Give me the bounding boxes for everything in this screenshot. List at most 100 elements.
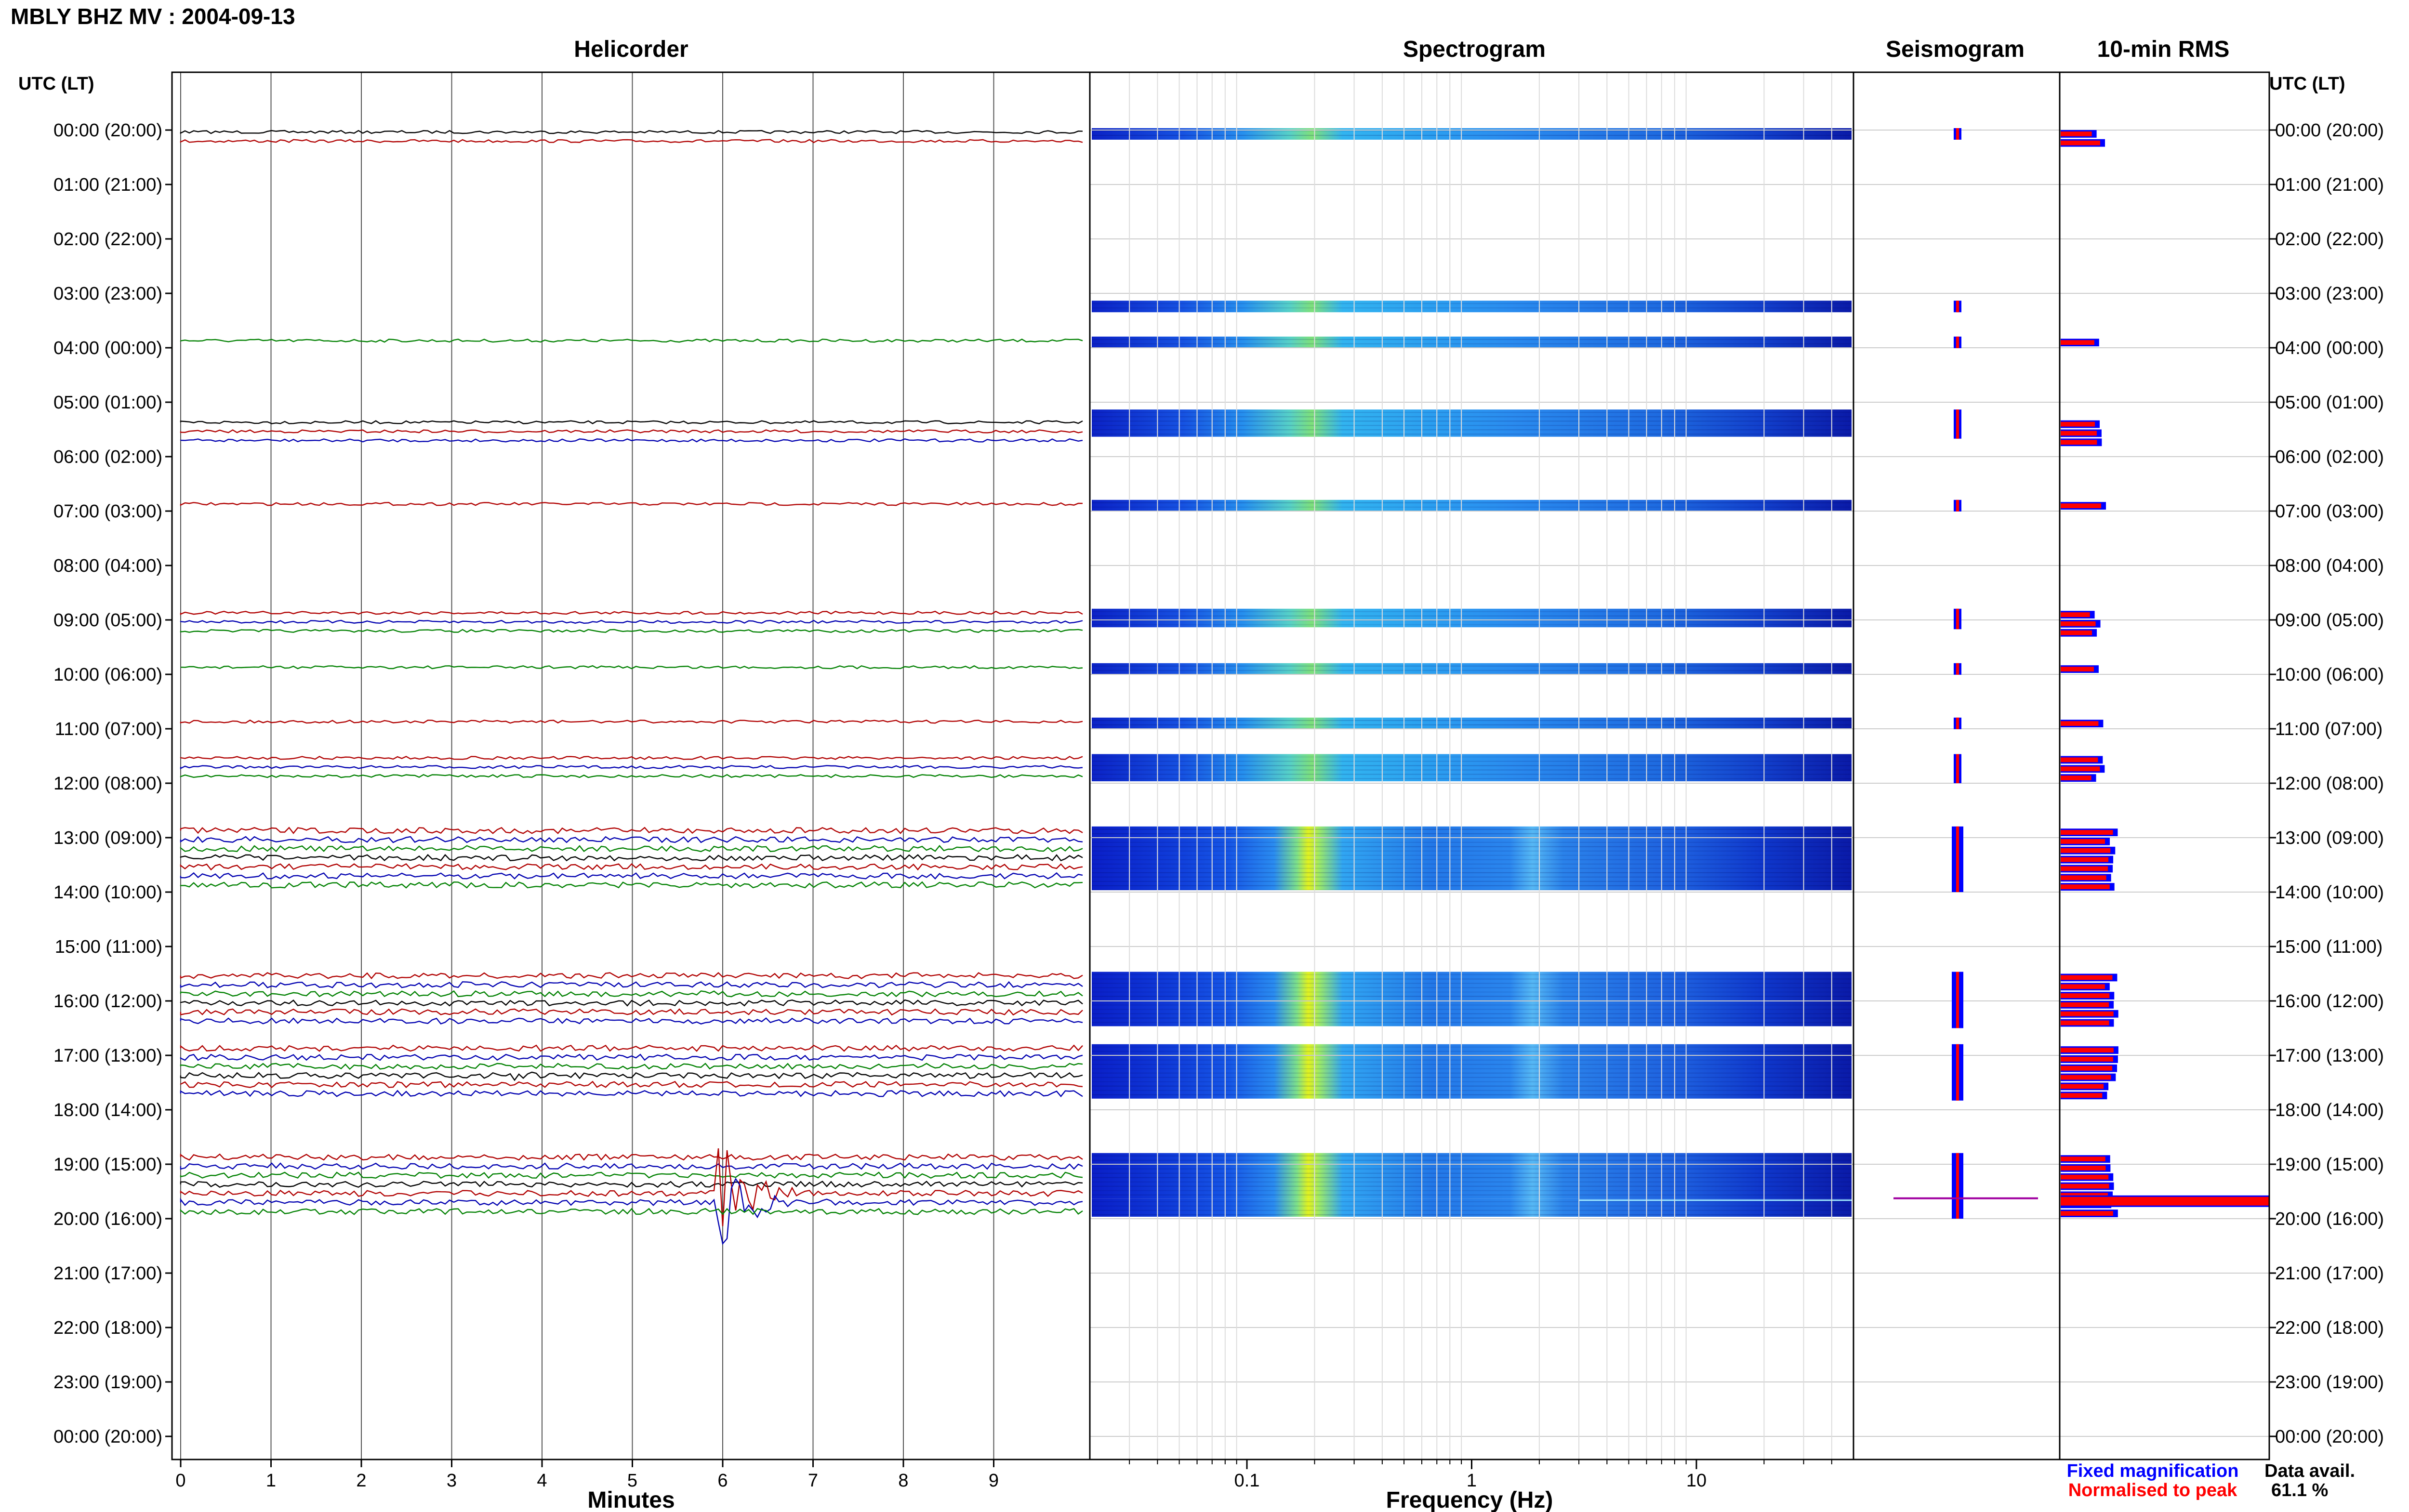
seismogram-normalised [1956,717,1959,729]
rms-bar-normalised [2061,830,2113,835]
helicorder-trace [180,999,1083,1007]
spectrogram-band [1092,1198,1852,1217]
hour-label-left: 11:00 (07:00) [55,719,162,739]
rms-spike-normalised [2061,1196,2269,1206]
helicorder-trace [180,619,1083,624]
rms-title: 10-min RMS [2097,37,2230,62]
hour-label-left: 12:00 (08:00) [53,774,162,794]
rms-bar-normalised [2061,1157,2105,1161]
rms-bar-normalised [2061,875,2106,881]
hour-label-left: 15:00 (11:00) [55,937,162,957]
hour-label-right: 00:00 (20:00) [2275,1427,2384,1447]
helicorder-traces [180,130,1083,1245]
minute-tick-label: 0 [175,1471,185,1491]
rms-bar-normalised [2061,431,2097,436]
minute-tick-label: 3 [447,1471,457,1491]
hour-label-right: 16:00 (12:00) [2275,991,2384,1012]
panel-grid [180,72,2269,1459]
seismogram-normalised [1956,1198,1959,1219]
helicorder-trace [180,1177,1083,1245]
hour-label-left: 08:00 (04:00) [53,556,162,576]
rms-bar-normalised [2061,503,2102,508]
hour-label-right: 15:00 (11:00) [2275,937,2383,957]
hour-label-right: 10:00 (06:00) [2275,665,2384,685]
seismogram-normalised [1956,336,1959,348]
helicorder-trace [180,881,1083,889]
data-avail-value: 61.1 % [2271,1480,2328,1500]
hour-label-right: 14:00 (10:00) [2275,882,2384,903]
seismogram-normalised [1956,128,1959,140]
spectrogram-xlabel: Frequency (Hz) [1386,1487,1553,1512]
spectrogram-band [1092,608,1852,628]
rms-bar-normalised [2061,993,2110,998]
seismogram-traces [1893,128,2038,1219]
seismogram-title: Seismogram [1886,37,2025,62]
hour-label-left: 01:00 (21:00) [53,175,162,195]
helicorder-trace [180,756,1083,760]
rms-bar-normalised [2061,1211,2113,1216]
legend-fixed-magnification: Fixed magnification [2067,1461,2239,1481]
helicorder-trace [180,990,1083,998]
hour-label-right: 20:00 (16:00) [2275,1209,2384,1229]
rms-bar-normalised [2061,340,2094,345]
hour-label-right: 01:00 (21:00) [2275,175,2384,195]
minute-tick-label: 2 [356,1471,366,1491]
seismogram-normalised [1956,972,1959,1028]
hour-label-left: 04:00 (00:00) [53,338,162,358]
spectrogram-bands [1092,128,1852,1217]
helicorder-trace [180,774,1083,778]
hour-label-right: 08:00 (04:00) [2275,556,2384,576]
helicorder-trace [180,1153,1083,1161]
spectrogram-band [1092,500,1852,512]
hour-label-left: 09:00 (05:00) [53,610,162,631]
rms-bar-normalised [2061,621,2096,626]
spectrogram-band [1092,336,1852,348]
hour-label-right: 13:00 (09:00) [2275,828,2384,848]
hour-label-left: 06:00 (02:00) [53,447,162,467]
hour-label-left: 16:00 (12:00) [53,991,162,1012]
spectrogram-band [1092,717,1852,729]
data-avail-label: Data avail. [2264,1461,2355,1481]
spectrogram-band [1092,663,1852,675]
hour-label-left: 03:00 (23:00) [53,284,162,304]
hour-label-left: 17:00 (13:00) [53,1046,162,1066]
rms-bar-normalised [2061,776,2091,780]
helicorder-trace [180,872,1083,880]
spectrogram-band [1092,1044,1852,1099]
helicorder-title: Helicorder [574,37,688,62]
helicorder-trace [180,629,1083,633]
rms-bar-normalised [2061,984,2105,989]
hour-label-left: 00:00 (20:00) [53,1427,162,1447]
rms-bar-normalised [2061,612,2090,617]
hour-label-right: 09:00 (05:00) [2275,610,2384,631]
hour-label-right: 19:00 (15:00) [2275,1155,2384,1175]
seismogram-normalised [1956,301,1959,313]
rms-bar-normalised [2061,1166,2106,1170]
seismogram-normalised [1956,1153,1959,1201]
hour-label-right: 17:00 (13:00) [2275,1046,2384,1066]
hour-label-right: 03:00 (23:00) [2275,284,2384,304]
rms-bar-normalised [2061,1002,2109,1007]
helicorder-trace [180,981,1083,988]
helicorder-trace [180,501,1083,506]
seismogram-normalised [1956,826,1959,892]
frequency-tick-label: 0.1 [1234,1471,1260,1491]
helicorder-trace [180,338,1083,343]
minute-tick-label: 6 [717,1471,728,1491]
hour-label-right: 21:00 (17:00) [2275,1263,2384,1284]
rms-bar-normalised [2061,839,2105,844]
helicorder-trace [180,438,1083,443]
helicorder-trace [180,130,1083,134]
hour-label-left: 14:00 (10:00) [53,882,162,903]
helicorder-xlabel: Minutes [587,1487,675,1512]
x-axis-ticks: 0 1 2 3 4 5 6 7 8 9 0.1 1 10 [175,1459,1832,1491]
helicorder-trace [180,1008,1083,1016]
rms-bar-normalised [2061,866,2108,871]
hour-label-right: 04:00 (00:00) [2275,338,2384,358]
rms-bar-normalised [2061,1065,2113,1071]
rms-bar-normalised [2061,1048,2114,1052]
minute-tick-label: 1 [266,1471,276,1491]
helicorder-trace [180,845,1083,853]
helicorder-trace [180,765,1083,770]
